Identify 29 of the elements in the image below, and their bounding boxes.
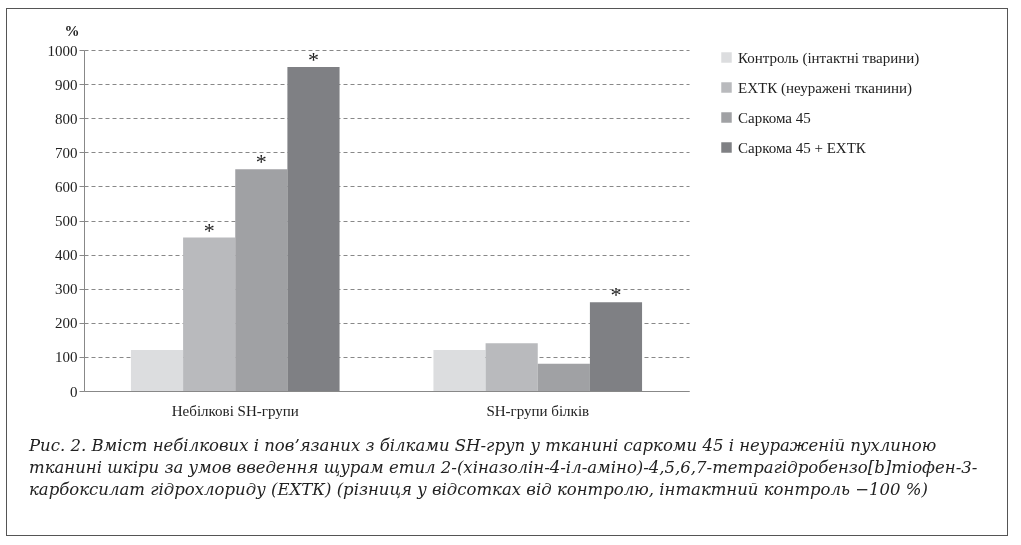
data-label: * [255, 149, 267, 175]
data-label: * [203, 217, 215, 243]
legend-label: ЕХТК (неуражені тканини) [738, 79, 913, 97]
bar [485, 343, 538, 391]
y-tick-label: 0 [70, 383, 78, 400]
legend-label: Саркома 45 + ЕХТК [738, 139, 867, 156]
data-label: * [307, 47, 319, 73]
bar [433, 350, 486, 391]
y-tick-label: 200 [55, 315, 78, 332]
y-tick-label: 400 [55, 247, 78, 264]
y-tick-label: 700 [55, 144, 78, 161]
y-tick-label: 600 [55, 178, 78, 195]
y-tick-label: 300 [55, 281, 78, 298]
y-tick-label: 100 [55, 349, 78, 366]
legend-label: Контроль (інтактні тварини) [738, 49, 920, 67]
bar [235, 169, 288, 391]
y-axis-title: % [64, 22, 80, 39]
bar [183, 237, 236, 391]
bar [537, 363, 590, 391]
x-tick-label: SH-групи білків [486, 402, 590, 419]
y-tick-label: 900 [55, 76, 78, 93]
bar [130, 350, 184, 391]
legend-label: Саркома 45 [738, 109, 811, 126]
y-tick-label: 1000 [47, 42, 78, 59]
y-tick-label: 500 [55, 213, 78, 229]
data-label: * [610, 282, 622, 308]
y-tick-label: 800 [55, 110, 78, 127]
text: Рис. 2. Вміст небілкових і пов’язаних з білками SH-груп у тканині саркоми 45 і неураженій пухлиною тканині шкіри за умов введення щурам етил 2-(хіназолін-4-іл-аміно)-4,5,6,7-тетрагідробензо[b]тіофен-3-карбоксилат гідрохлориду (ЕХТК) (різниця у відсотках від контролю, інтактний контроль −100 %) [29, 435, 979, 501]
x-tick-label: Небілкові SH-групи [171, 402, 299, 419]
